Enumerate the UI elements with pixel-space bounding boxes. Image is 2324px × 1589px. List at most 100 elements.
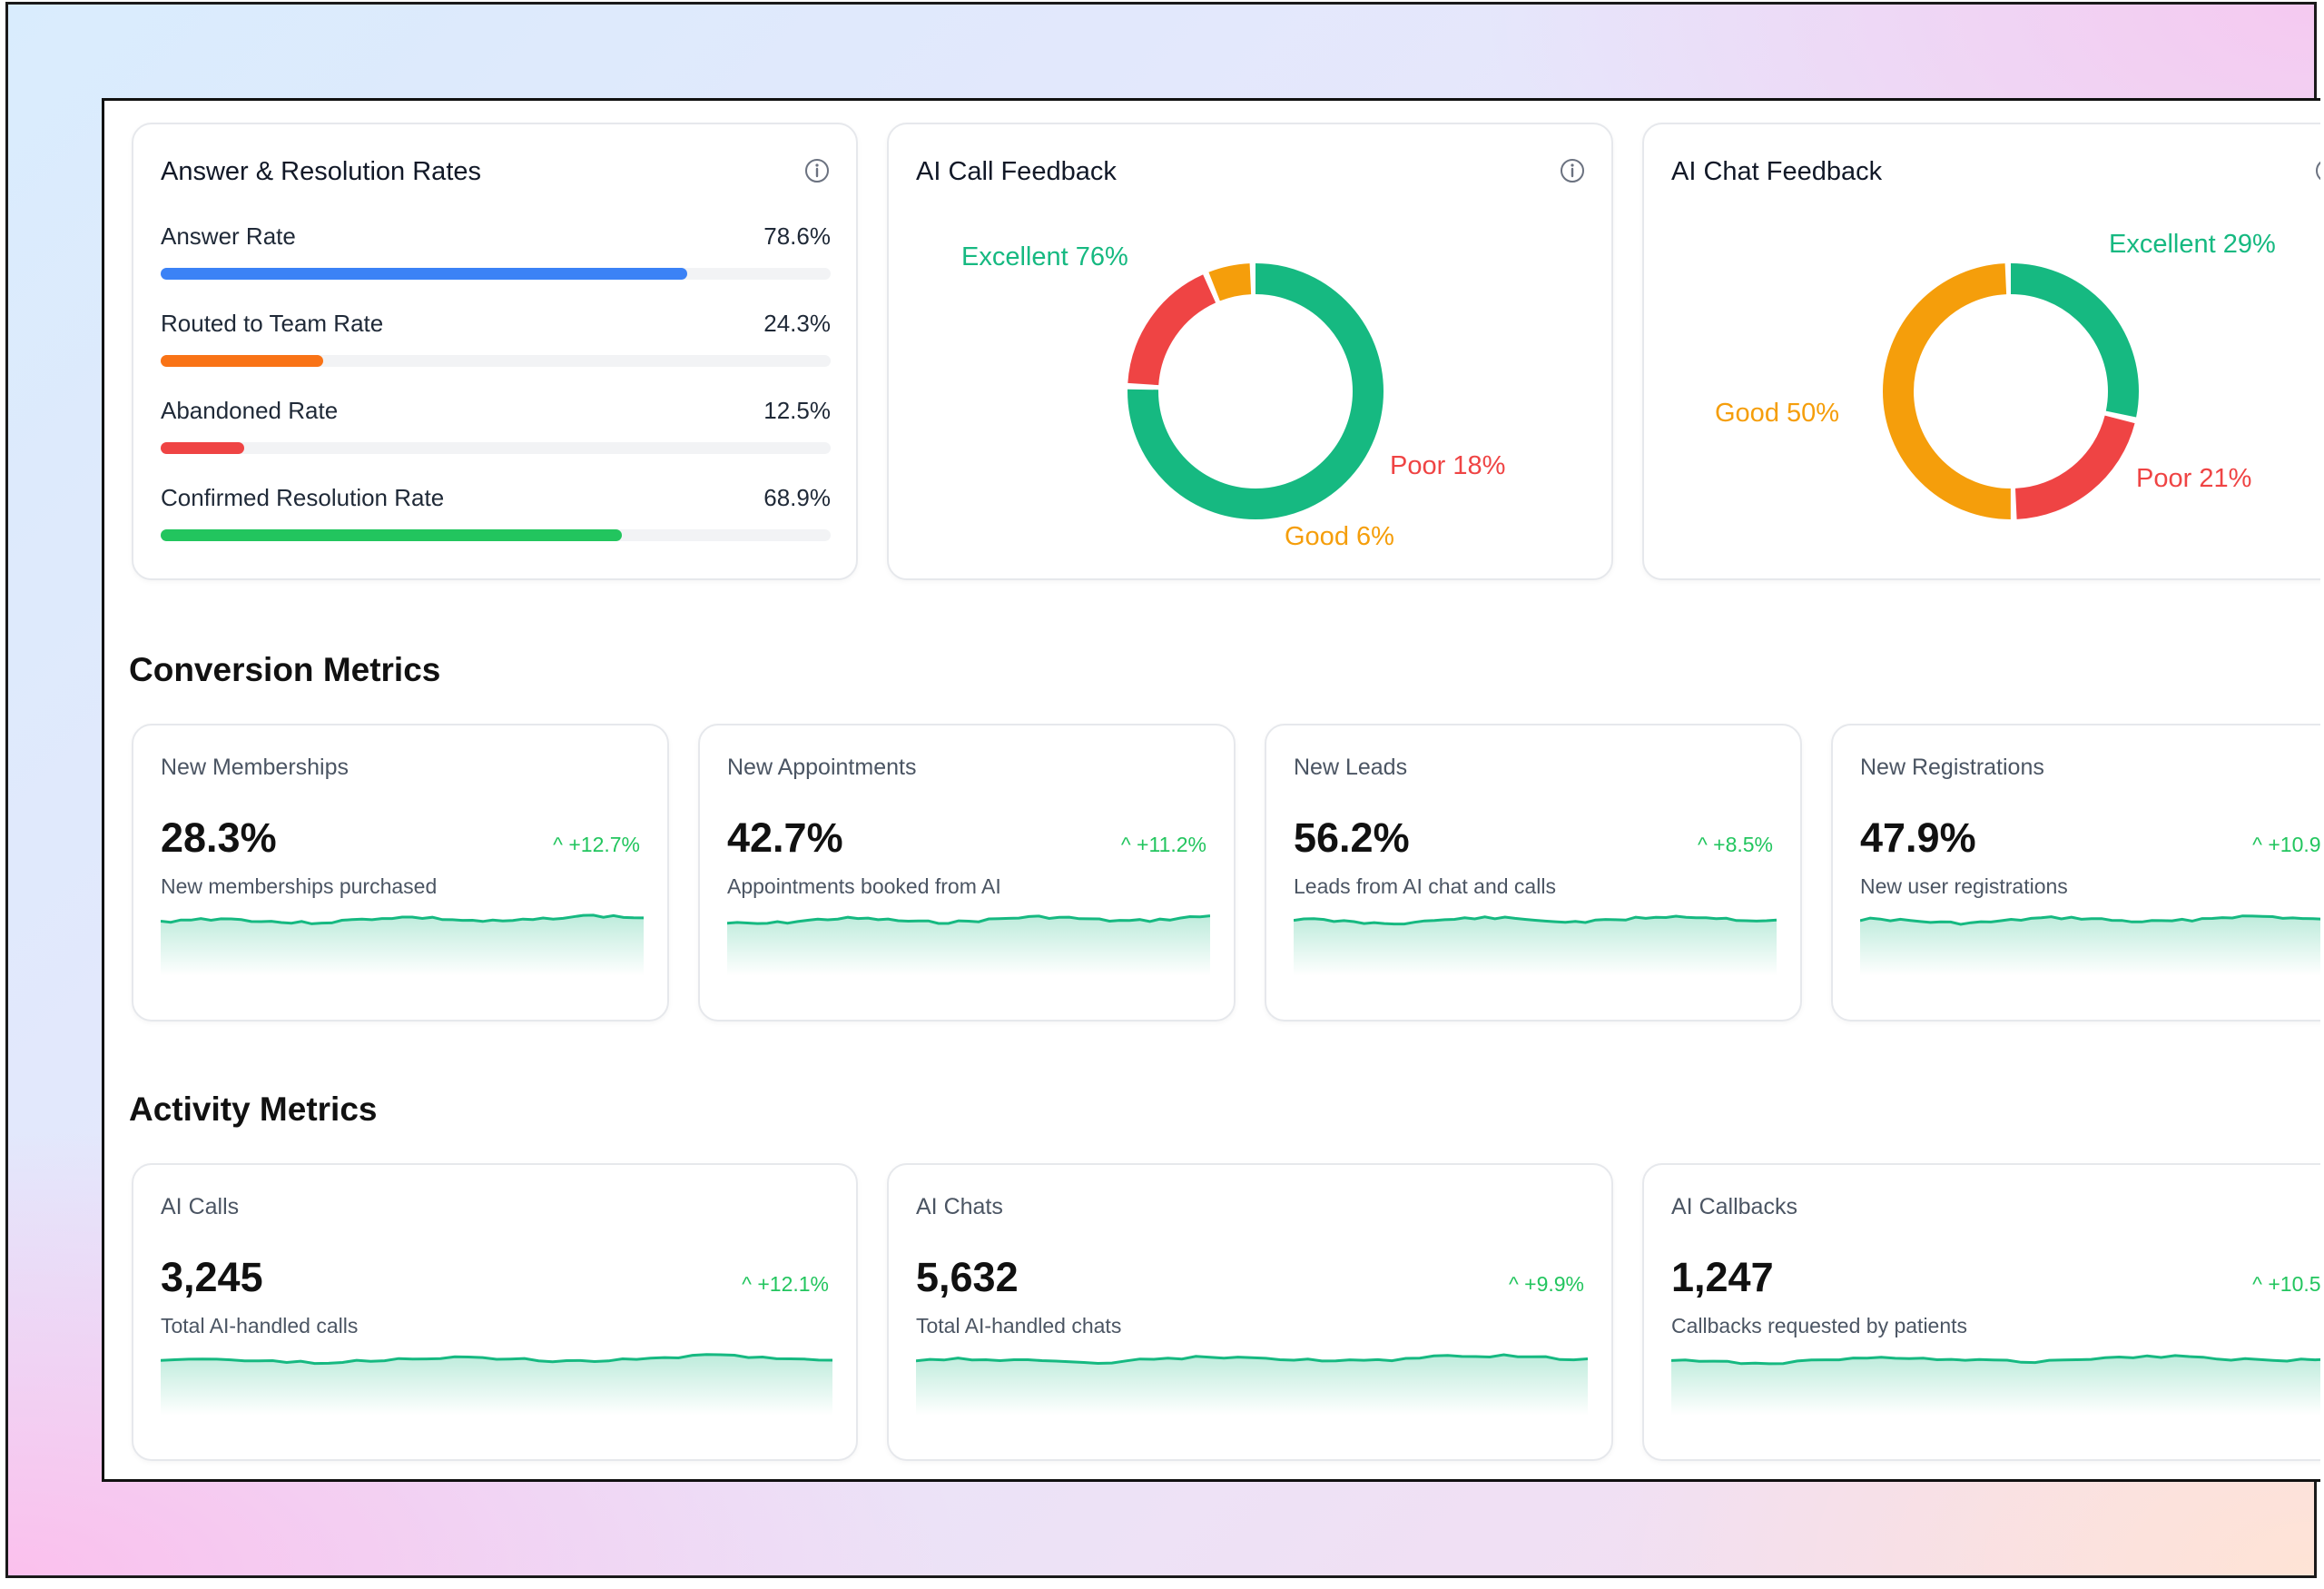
metric-value: 42.7% — [727, 814, 843, 861]
rate-row-answer: Answer Rate 78.6% — [161, 222, 831, 280]
sparkline-line — [161, 913, 644, 925]
metric-change-value: +11.2% — [1137, 833, 1206, 856]
chat-donut-segment-2 — [1883, 263, 2139, 519]
chat-poor-label: Poor 21% — [2136, 464, 2252, 493]
rate-progress-fill — [161, 355, 324, 367]
sparkline-line — [916, 1353, 1588, 1366]
rate-value: 68.9% — [763, 484, 831, 511]
rate-row-routed: Routed to Team Rate 24.3% — [161, 310, 831, 367]
sparkline-area — [727, 915, 1210, 976]
conversion-section-title: Conversion Metrics — [129, 651, 441, 688]
sparkline-area — [1671, 1355, 2320, 1416]
metric-title: New Appointments — [727, 755, 917, 780]
metric-change-value: +10.5% — [2268, 1272, 2320, 1296]
metric-change: ^ +8.5% — [1698, 833, 1773, 857]
rate-progress-track — [161, 268, 831, 280]
metric-change: ^ +10.5% — [2252, 1272, 2320, 1297]
metric-change-value: +10.9% — [2268, 833, 2320, 856]
call-feedback-title: AI Call Feedback — [916, 157, 1117, 186]
rate-progress-track — [161, 442, 831, 454]
metric-card-memberships: New Memberships 28.3% ^ +12.7% New membe… — [132, 724, 669, 1022]
call-feedback-card: AI Call Feedback Excellent 76% Poor 18% … — [887, 123, 1613, 580]
rate-row-abandoned: Abandoned Rate 12.5% — [161, 397, 831, 454]
metric-title: New Memberships — [161, 755, 350, 780]
metric-description: Appointments booked from AI — [727, 874, 1001, 898]
rate-value: 78.6% — [763, 222, 831, 250]
rates-card: Answer & Resolution Rates Answer Rate 78… — [132, 123, 858, 580]
rate-progress-track — [161, 529, 831, 541]
sparkline-area — [1294, 916, 1777, 976]
sparkline-chart — [916, 1353, 1588, 1416]
metric-card-ai-calls: AI Calls 3,245 ^ +12.1% Total AI-handled… — [132, 1163, 858, 1461]
sparkline-chart — [1294, 914, 1777, 976]
chevron-up-icon: ^ — [1697, 833, 1708, 856]
metric-value: 47.9% — [1860, 814, 1976, 861]
dashboard-window: Answer & Resolution Rates Answer Rate 78… — [102, 98, 2320, 1482]
chat-feedback-title: AI Chat Feedback — [1671, 157, 1883, 186]
rate-progress-fill — [161, 268, 688, 280]
sparkline-area — [916, 1355, 1588, 1416]
metric-card-ai-chats: AI Chats 5,632 ^ +9.9% Total AI-handled … — [887, 1163, 1613, 1461]
sparkline-chart — [1671, 1354, 2320, 1416]
metric-title: AI Calls — [161, 1194, 240, 1219]
info-icon[interactable] — [803, 157, 831, 184]
info-icon[interactable] — [2314, 157, 2320, 184]
rate-label: Abandoned Rate — [161, 397, 339, 424]
sparkline-chart — [161, 1353, 832, 1416]
sparkline-chart — [1860, 914, 2320, 976]
call-excellent-label: Excellent 76% — [961, 242, 1128, 271]
metric-change: ^ +11.2% — [1121, 833, 1206, 857]
sparkline-line — [727, 914, 1210, 925]
rates-card-title: Answer & Resolution Rates — [161, 157, 481, 186]
metric-description: New user registrations — [1860, 874, 2068, 898]
metric-description: Total AI-handled calls — [161, 1314, 359, 1337]
metric-change: ^ +12.7% — [553, 833, 640, 857]
metric-change: ^ +9.9% — [1509, 1272, 1584, 1297]
chevron-up-icon: ^ — [742, 1272, 752, 1296]
metric-value: 3,245 — [161, 1254, 263, 1300]
rate-label: Confirmed Resolution Rate — [161, 484, 445, 511]
metric-change: ^ +12.1% — [742, 1272, 829, 1297]
metric-change-value: +12.1% — [757, 1272, 829, 1296]
metric-title: New Leads — [1294, 755, 1408, 780]
sparkline-line — [1860, 914, 2320, 926]
metric-card-appointments: New Appointments 42.7% ^ +11.2% Appointm… — [698, 724, 1236, 1022]
metric-value: 28.3% — [161, 814, 277, 861]
rate-value: 24.3% — [763, 310, 831, 337]
metric-title: AI Chats — [916, 1194, 1003, 1219]
chevron-up-icon: ^ — [1508, 1272, 1519, 1296]
metric-description: Leads from AI chat and calls — [1294, 874, 1556, 898]
metric-change-value: +12.7% — [568, 833, 640, 856]
rate-value: 12.5% — [763, 397, 831, 424]
info-icon[interactable] — [1559, 157, 1586, 184]
activity-section-title: Activity Metrics — [129, 1091, 378, 1128]
metric-card-registrations: New Registrations 47.9% ^ +10.9% New use… — [1831, 724, 2320, 1022]
metric-title: AI Callbacks — [1671, 1194, 1797, 1219]
chevron-up-icon: ^ — [2252, 1272, 2262, 1296]
call-feedback-donut — [1128, 263, 1384, 519]
metric-title: New Registrations — [1860, 755, 2044, 780]
chevron-up-icon: ^ — [553, 833, 563, 856]
metric-change-value: +8.5% — [1713, 833, 1773, 856]
chat-good-label: Good 50% — [1715, 399, 1840, 428]
metric-value: 56.2% — [1294, 814, 1410, 861]
sparkline-line — [1294, 914, 1777, 926]
metric-change-value: +9.9% — [1524, 1272, 1584, 1296]
rate-row-resolution: Confirmed Resolution Rate 68.9% — [161, 484, 831, 541]
rate-label: Answer Rate — [161, 222, 296, 250]
chat-excellent-label: Excellent 29% — [2109, 230, 2276, 259]
chat-feedback-card: AI Chat Feedback Excellent 29% Poor 21% … — [1642, 123, 2320, 580]
rate-progress-track — [161, 355, 831, 367]
metric-description: New memberships purchased — [161, 874, 438, 898]
chevron-up-icon: ^ — [1120, 833, 1131, 856]
sparkline-area — [1860, 915, 2320, 976]
chat-feedback-donut — [1883, 263, 2139, 519]
metric-description: Callbacks requested by patients — [1671, 1314, 1968, 1337]
call-good-label: Good 6% — [1285, 522, 1394, 551]
metric-value: 1,247 — [1671, 1254, 1774, 1300]
sparkline-area — [161, 914, 644, 976]
chat-donut-segment-0 — [1883, 263, 2139, 519]
rate-progress-fill — [161, 442, 245, 454]
rate-progress-fill — [161, 529, 623, 541]
metric-change: ^ +10.9% — [2252, 833, 2320, 857]
